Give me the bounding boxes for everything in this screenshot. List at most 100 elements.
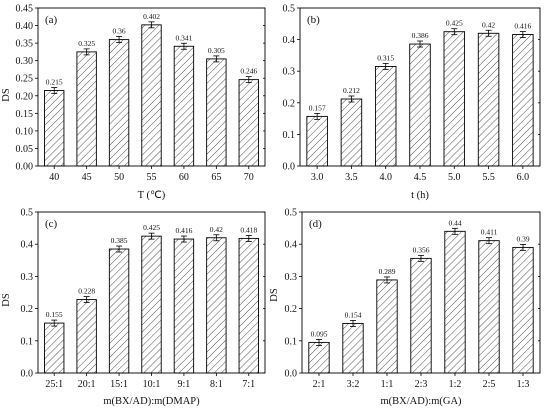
x-tick-label: 9:1 [178, 379, 191, 390]
y-tick-label: 0.1 [285, 336, 298, 347]
y-tick-label: 0.4 [283, 35, 296, 46]
bar-2_3 [410, 257, 432, 374]
y-tick-label: 0.25 [16, 74, 34, 85]
y-axis-label: DS [1, 88, 12, 102]
y-tick-label: 0.40 [16, 21, 34, 32]
value-label: 0.154 [345, 310, 362, 319]
bar-60 [173, 45, 195, 167]
x-tick-label: 6.0 [517, 172, 530, 183]
plot-frame [301, 211, 541, 374]
x-tick-label: 3.5 [345, 172, 358, 183]
x-axis-label: m(BX/AD):m(DMAP) [103, 396, 200, 407]
x-axis-label: T (℃) [138, 190, 166, 201]
value-label: 0.416 [175, 226, 192, 235]
panel-label: (b) [307, 14, 320, 26]
x-tick-label: 5.0 [448, 172, 461, 183]
value-label: 0.402 [143, 12, 160, 21]
bar-55 [141, 24, 162, 167]
x-tick-label: 25:1 [45, 379, 63, 390]
value-label: 0.228 [78, 287, 95, 296]
value-label: 0.325 [78, 39, 95, 48]
y-tick-label: 0.35 [16, 39, 34, 50]
value-label: 0.44 [448, 218, 461, 227]
x-tick-label: 2:1 [313, 379, 326, 390]
y-tick-label: 0.3 [285, 272, 298, 283]
value-label: 0.155 [46, 310, 63, 319]
x-tick-label: 70 [244, 172, 254, 183]
y-tick-label: 0.2 [21, 304, 34, 315]
value-label: 0.42 [210, 225, 223, 234]
y-tick-label: 0.15 [16, 109, 34, 120]
value-label: 0.157 [309, 103, 326, 112]
x-tick-label: 4.0 [379, 172, 392, 183]
y-tick-label: 0.3 [283, 67, 296, 78]
bar-2_1 [308, 341, 330, 374]
value-label: 0.42 [482, 20, 495, 29]
y-tick-label: 0.30 [16, 56, 34, 67]
y-tick-label: 0.2 [283, 98, 296, 109]
bar-15_1 [108, 248, 130, 374]
value-label: 0.411 [481, 228, 498, 237]
value-label: 0.39 [516, 234, 529, 243]
y-tick-label: 0.20 [16, 91, 34, 102]
value-label: 0.386 [412, 31, 429, 40]
bar-1_3 [512, 246, 534, 374]
bar-2_5 [478, 240, 500, 374]
panel-label: (c) [45, 218, 58, 230]
bar-3_2 [342, 322, 364, 374]
x-axis-label: m(BX/AD):m(GA) [380, 396, 462, 407]
value-label: 0.418 [240, 225, 257, 234]
y-tick-label: 0.4 [21, 240, 34, 251]
panel-d: 0.095 2:1 0.154 3:2 0.289 1:1 0.356 2:3 0.44 1:2 0… [269, 208, 541, 407]
y-axis-label: DS [1, 293, 12, 307]
y-tick-label: 0.3 [21, 272, 34, 283]
y-tick-label: 0.5 [21, 208, 34, 219]
x-tick-label: 7:1 [242, 379, 255, 390]
value-label: 0.385 [111, 236, 128, 245]
value-label: 0.416 [514, 22, 531, 31]
value-label: 0.246 [240, 67, 257, 76]
x-tick-label: 3.0 [311, 172, 324, 183]
panel-label: (a) [45, 14, 58, 26]
y-tick-label: 0.5 [285, 208, 298, 219]
y-tick-label: 0.2 [285, 304, 298, 315]
bar-7_1 [238, 237, 259, 374]
panel-b: 0.157 3.0 0.212 3.5 0.315 4.0 0.386 4.5 0.425 5.0… [283, 4, 541, 201]
value-label: 0.356 [413, 245, 430, 254]
bar-10_1 [141, 235, 162, 374]
bar-40 [44, 90, 65, 167]
x-tick-label: 20:1 [78, 379, 96, 390]
x-tick-label: 3:2 [347, 379, 360, 390]
x-tick-label: 50 [114, 172, 124, 183]
bar-65 [206, 58, 227, 167]
x-tick-label: 1:1 [381, 379, 394, 390]
bar-4_0 [374, 66, 397, 167]
bar-50 [108, 39, 130, 167]
y-tick-label: 0.0 [21, 369, 34, 380]
bar-8_1 [206, 237, 227, 374]
y-tick-label: 0.00 [16, 162, 34, 173]
x-tick-label: 45 [82, 172, 92, 183]
value-label: 0.095 [311, 329, 328, 338]
bar-4_5 [409, 43, 431, 167]
x-tick-label: 8:1 [210, 379, 223, 390]
y-tick-label: 0.0 [283, 162, 296, 173]
bar-3_5 [340, 98, 363, 167]
bar-20_1 [76, 299, 97, 374]
y-tick-label: 0.10 [16, 126, 34, 137]
plot-frame [299, 7, 541, 167]
y-tick-label: 0.1 [21, 336, 34, 347]
value-label: 0.315 [377, 53, 394, 62]
y-tick-label: 0.05 [16, 144, 34, 155]
bar-1_2 [444, 230, 466, 374]
x-axis-label: t (h) [411, 190, 429, 201]
x-tick-label: 60 [179, 172, 189, 183]
x-tick-label: 15:1 [110, 379, 128, 390]
x-tick-label: 10:1 [143, 379, 161, 390]
bar-25_1 [44, 322, 65, 374]
chart-panels: 0.215 40 0.325 45 0.36 50 0.402 55 0.341 60 0.305 6… [1, 4, 541, 407]
x-tick-label: 1:3 [517, 379, 530, 390]
x-tick-label: 4.5 [414, 172, 427, 183]
y-tick-label: 0.0 [285, 369, 298, 380]
